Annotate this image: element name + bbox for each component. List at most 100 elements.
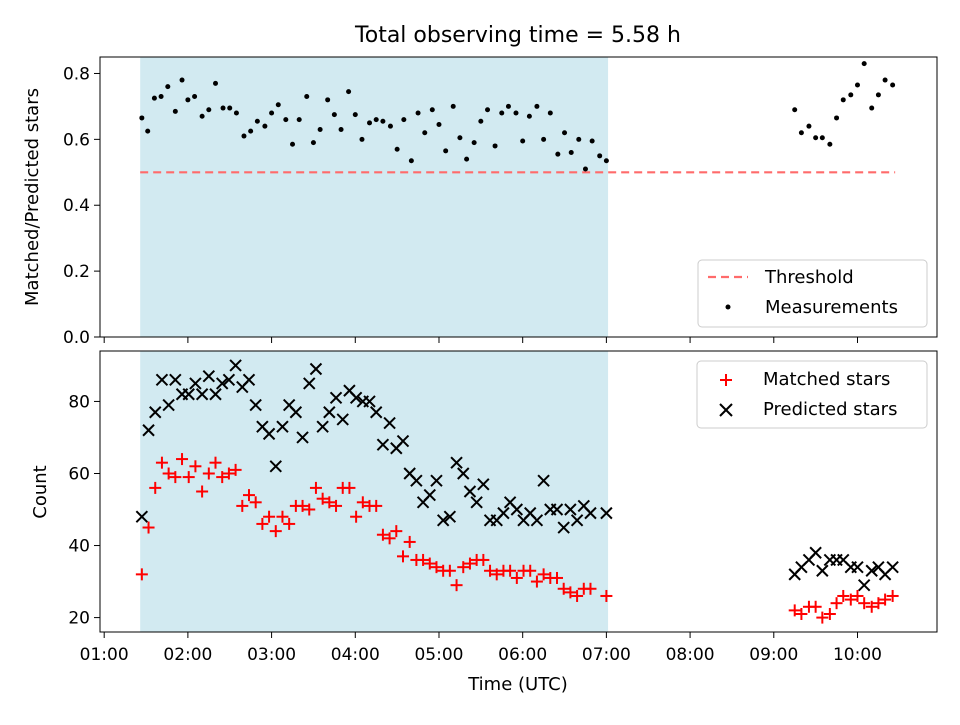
measurement-point <box>513 110 519 116</box>
measurement-point <box>199 113 205 119</box>
bottom-legend: Matched stars Predicted stars <box>696 360 928 429</box>
predicted-star-point <box>477 478 490 491</box>
matched-star-point <box>142 521 155 534</box>
measurement-point <box>227 105 233 111</box>
measurement-point <box>394 146 400 152</box>
measurement-point <box>505 103 511 109</box>
bottom-legend-box <box>696 360 928 429</box>
measurement-point <box>317 126 323 132</box>
measurement-point <box>854 82 860 88</box>
measurement-point <box>233 110 239 116</box>
measurement-points <box>139 61 896 172</box>
measurement-point <box>499 110 505 116</box>
predicted-star-point <box>242 373 256 387</box>
predicted-star-point <box>249 398 262 412</box>
measurement-point <box>576 136 582 142</box>
matched-star-point <box>457 561 470 574</box>
matched-star-point <box>865 600 878 613</box>
matched-star-point <box>276 510 289 523</box>
matched-star-point <box>229 463 242 476</box>
matched-star-point <box>816 611 829 624</box>
matched-star-point <box>162 467 175 480</box>
matched-star-point <box>557 582 570 595</box>
measurement-point <box>139 115 145 121</box>
matched-star-point <box>196 485 209 498</box>
measurement-point <box>478 118 484 124</box>
x-tick-label: 07:00 <box>582 645 631 665</box>
matched-star-point <box>584 582 597 595</box>
matched-star-point <box>879 593 892 606</box>
x-tick-label: 05:00 <box>414 645 463 665</box>
matched-star-point <box>524 564 537 577</box>
matched-star-point <box>886 589 899 602</box>
predicted-star-point <box>303 377 316 390</box>
measurement-point <box>290 141 296 147</box>
matched-legend-swatch <box>720 374 732 386</box>
y-tick-label: 0.6 <box>63 130 90 150</box>
bottom-x-ticks: 01:00 02:00 03:00 04:00 05:00 06:00 07:00 08:00… <box>80 632 882 665</box>
predicted-star-point <box>316 420 329 433</box>
measurement-point <box>589 138 595 144</box>
matched-star-point <box>376 528 389 541</box>
predicted-star-point <box>809 546 822 559</box>
measurement-point <box>248 128 254 134</box>
measurement-point <box>262 123 268 129</box>
measurement-point <box>819 135 825 141</box>
measurement-point <box>304 94 310 100</box>
measurement-point <box>436 122 442 128</box>
predicted-star-point <box>209 388 222 401</box>
predicted-star-point <box>537 474 550 487</box>
predicted-star-point <box>323 406 336 419</box>
matched-star-point <box>443 564 456 577</box>
measurement-point <box>547 110 553 116</box>
top-x-ticks <box>103 337 858 343</box>
predicted-star-point <box>423 488 436 502</box>
measurement-point <box>541 136 547 142</box>
measurement-point <box>338 126 344 132</box>
measurement-point <box>415 110 421 116</box>
measurement-point <box>562 130 568 136</box>
predicted-star-point <box>865 564 878 577</box>
matched-star-point <box>316 492 329 505</box>
matched-star-point <box>249 496 262 509</box>
measurement-point <box>520 138 526 144</box>
measurement-point <box>145 128 151 134</box>
measurement-point <box>269 110 275 116</box>
measurement-point <box>158 94 164 100</box>
bottom-shaded-region <box>140 351 609 632</box>
matched-star-point <box>423 557 436 570</box>
measurement-point <box>848 92 854 98</box>
predicted-star-point <box>510 503 524 516</box>
measurement-point <box>310 140 316 146</box>
predicted-star-point <box>886 560 899 574</box>
measurement-point <box>429 107 435 113</box>
matched-star-point <box>169 471 182 484</box>
measurement-point <box>534 103 540 109</box>
measurement-point <box>840 97 846 103</box>
predicted-star-point <box>135 510 149 523</box>
predicted-star-point <box>497 506 510 520</box>
matched-star-point <box>155 456 168 469</box>
measurement-point <box>220 105 226 111</box>
predicted-star-point <box>269 460 282 473</box>
matched-star-point <box>450 579 463 592</box>
matched-star-point <box>323 496 336 509</box>
matched-star-point <box>844 593 857 606</box>
measurement-point <box>213 80 219 86</box>
top-y-axis-label: Matched/Predicted stars <box>22 88 43 306</box>
measurement-point <box>450 103 456 109</box>
predicted-legend-swatch <box>719 403 733 417</box>
y-tick-label: 20 <box>68 609 90 629</box>
matched-star-point <box>242 489 255 502</box>
measurement-point <box>296 117 302 123</box>
matched-star-point <box>269 525 282 538</box>
measurement-point <box>275 102 281 108</box>
predicted-star-point <box>276 420 289 433</box>
predicted-star-point <box>584 506 597 520</box>
measurement-point <box>813 135 819 141</box>
predicted-star-point <box>189 377 202 390</box>
matched-star-point <box>283 517 296 530</box>
predicted-star-point <box>816 564 829 577</box>
matched-star-point <box>830 597 843 610</box>
